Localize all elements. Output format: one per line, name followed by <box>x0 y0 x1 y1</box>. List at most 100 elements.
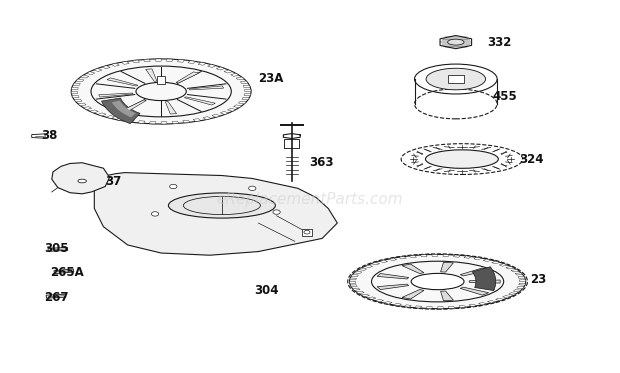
Polygon shape <box>377 284 409 289</box>
Polygon shape <box>464 256 471 258</box>
Bar <box>448 75 464 83</box>
Polygon shape <box>384 301 392 304</box>
Polygon shape <box>241 81 248 84</box>
Polygon shape <box>155 59 161 61</box>
Text: 304: 304 <box>254 284 278 297</box>
Ellipse shape <box>169 193 275 218</box>
Polygon shape <box>459 305 466 308</box>
Polygon shape <box>358 268 366 270</box>
Polygon shape <box>198 62 206 65</box>
Polygon shape <box>492 261 500 264</box>
Polygon shape <box>499 264 508 266</box>
Text: 23A: 23A <box>259 72 284 85</box>
Polygon shape <box>52 163 110 194</box>
Polygon shape <box>350 282 356 283</box>
Polygon shape <box>394 303 401 306</box>
Polygon shape <box>513 290 521 292</box>
Polygon shape <box>469 280 500 283</box>
Polygon shape <box>448 306 455 308</box>
Ellipse shape <box>401 144 523 175</box>
Text: 324: 324 <box>520 153 544 166</box>
Polygon shape <box>176 72 199 83</box>
Ellipse shape <box>411 273 464 290</box>
Polygon shape <box>460 268 489 276</box>
Polygon shape <box>166 101 177 114</box>
Polygon shape <box>409 256 417 258</box>
Polygon shape <box>368 297 376 300</box>
Polygon shape <box>71 91 78 94</box>
Polygon shape <box>97 113 106 116</box>
Polygon shape <box>487 301 495 303</box>
Polygon shape <box>123 100 146 111</box>
Wedge shape <box>472 267 496 291</box>
Polygon shape <box>86 72 95 75</box>
Text: 332: 332 <box>487 35 511 48</box>
Polygon shape <box>146 69 157 81</box>
Polygon shape <box>46 294 66 298</box>
Polygon shape <box>242 97 249 100</box>
Circle shape <box>151 212 159 216</box>
Ellipse shape <box>78 179 86 183</box>
Wedge shape <box>102 98 140 123</box>
Polygon shape <box>402 289 424 299</box>
Polygon shape <box>520 280 526 282</box>
Polygon shape <box>81 75 89 78</box>
Polygon shape <box>73 83 81 85</box>
Text: 363: 363 <box>309 156 334 169</box>
Polygon shape <box>399 257 406 259</box>
Bar <box>302 229 312 236</box>
Polygon shape <box>203 117 211 120</box>
Polygon shape <box>32 134 45 138</box>
Polygon shape <box>474 257 482 260</box>
Polygon shape <box>438 307 443 308</box>
Polygon shape <box>432 254 438 256</box>
Polygon shape <box>236 77 244 80</box>
Polygon shape <box>350 285 357 287</box>
Polygon shape <box>144 59 150 62</box>
Polygon shape <box>231 73 239 76</box>
Polygon shape <box>102 66 110 69</box>
Text: 38: 38 <box>42 129 58 142</box>
Circle shape <box>249 186 256 191</box>
Polygon shape <box>94 173 337 255</box>
Polygon shape <box>353 288 360 290</box>
Text: 23: 23 <box>530 273 546 286</box>
Circle shape <box>170 184 177 189</box>
Polygon shape <box>138 121 145 123</box>
Wedge shape <box>112 101 136 117</box>
Ellipse shape <box>425 150 498 168</box>
Polygon shape <box>72 95 79 98</box>
Polygon shape <box>193 119 201 122</box>
Text: 265A: 265A <box>50 266 84 279</box>
Polygon shape <box>111 63 119 66</box>
Text: 37: 37 <box>105 175 122 188</box>
Polygon shape <box>495 298 504 301</box>
Polygon shape <box>122 62 129 64</box>
Text: 455: 455 <box>492 90 517 103</box>
Polygon shape <box>519 283 526 285</box>
Polygon shape <box>426 307 432 308</box>
Polygon shape <box>220 112 229 115</box>
Polygon shape <box>90 110 98 113</box>
Polygon shape <box>460 287 489 295</box>
Polygon shape <box>149 122 156 124</box>
Polygon shape <box>404 305 411 307</box>
Polygon shape <box>224 70 232 73</box>
Polygon shape <box>508 293 516 295</box>
Polygon shape <box>350 278 356 280</box>
Polygon shape <box>354 271 362 273</box>
Bar <box>415 79 497 104</box>
Polygon shape <box>243 85 250 88</box>
Polygon shape <box>511 270 519 272</box>
Polygon shape <box>132 60 140 63</box>
Text: 305: 305 <box>44 242 68 255</box>
Polygon shape <box>415 306 422 308</box>
Polygon shape <box>83 107 92 110</box>
Polygon shape <box>161 122 167 124</box>
Polygon shape <box>518 276 525 278</box>
Polygon shape <box>365 265 373 267</box>
Circle shape <box>273 210 280 214</box>
Text: eReplacementParts.com: eReplacementParts.com <box>216 192 404 207</box>
Polygon shape <box>107 78 138 86</box>
Bar <box>157 76 165 84</box>
